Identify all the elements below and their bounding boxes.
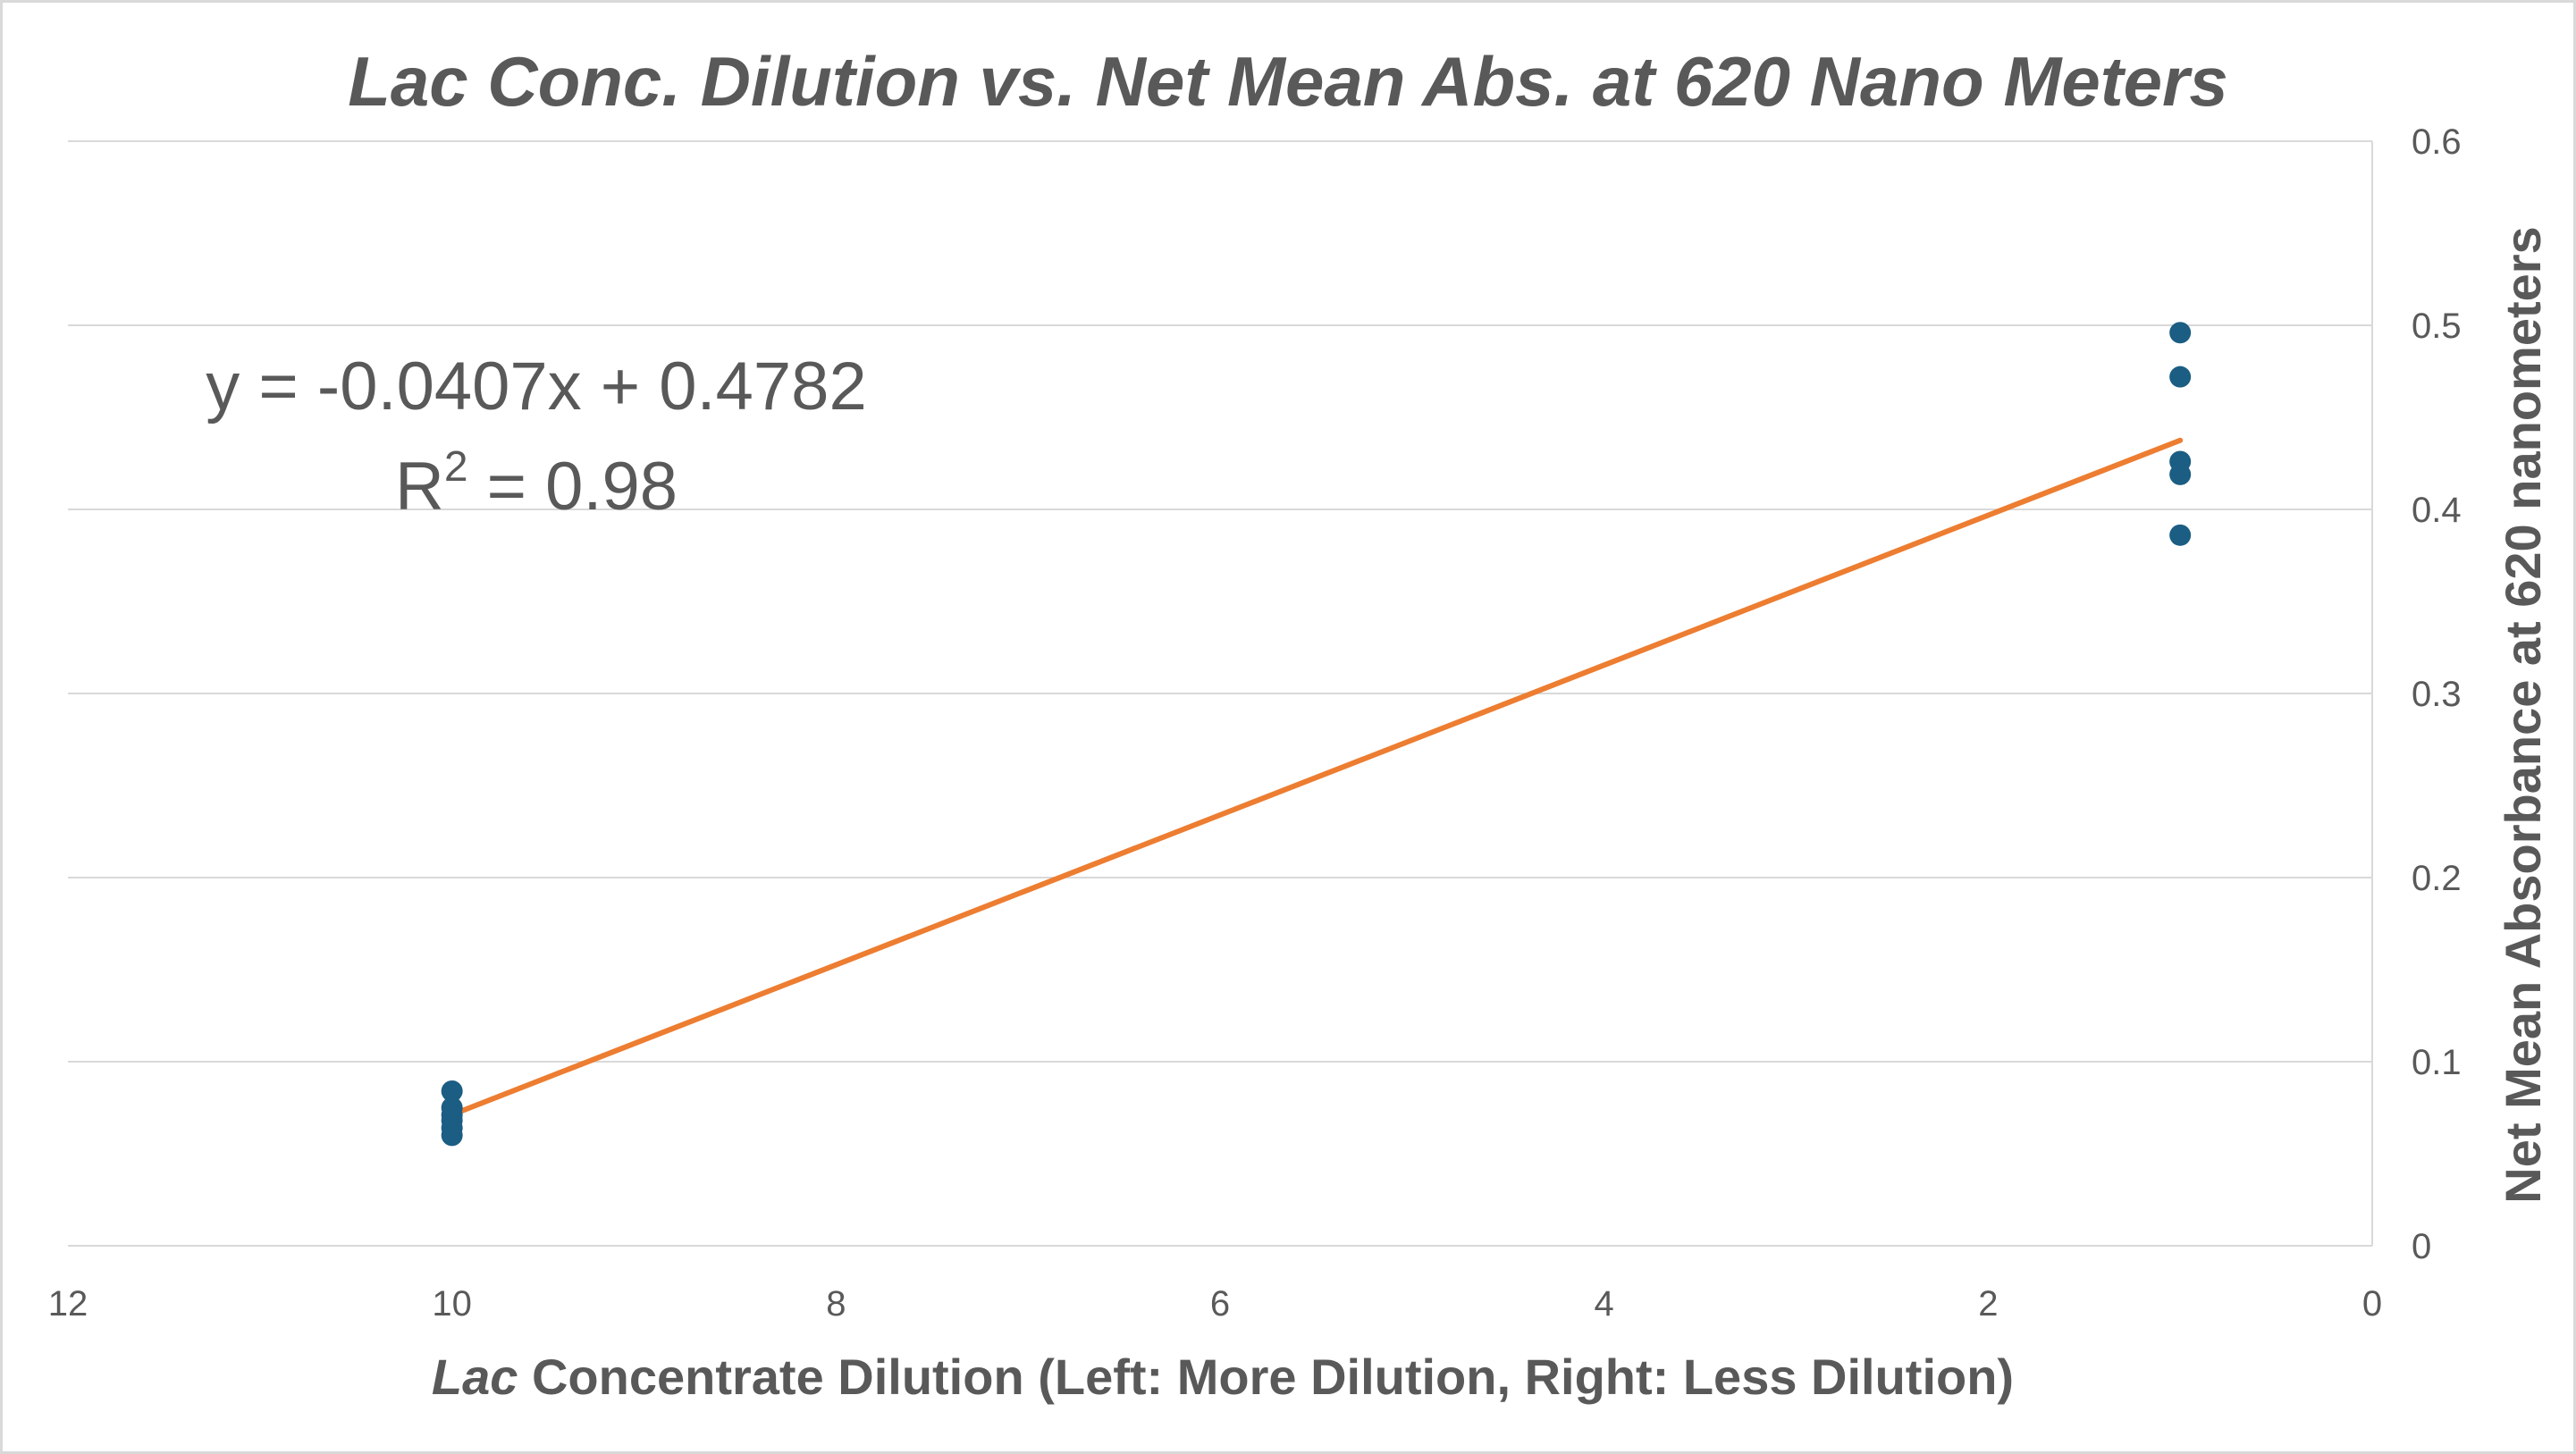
- y-tick-label: 0.3: [2412, 675, 2462, 714]
- data-point: [2169, 463, 2192, 485]
- data-point: [2169, 322, 2192, 344]
- x-tick-label: 2: [1978, 1284, 1998, 1324]
- x-axis-title-rest: Concentrate Dilution (Left: More Dilutio…: [518, 1349, 2014, 1405]
- r-squared-exponent: 2: [444, 443, 468, 491]
- trendline: [449, 437, 2184, 1118]
- y-tick-label: 0: [2412, 1227, 2431, 1266]
- y-tick-label: 0.2: [2412, 859, 2462, 898]
- data-point: [2169, 366, 2192, 388]
- data-point: [2169, 524, 2192, 546]
- y-axis-ticks: 0 0.1 0.2 0.3 0.4 0.5 0.6: [2412, 122, 2462, 1266]
- chart-title: Lac Conc. Dilution vs. Net Mean Abs. at …: [348, 42, 2228, 121]
- data-point: [441, 1080, 463, 1102]
- x-tick-label: 0: [2362, 1284, 2382, 1324]
- y-tick-label: 0.4: [2412, 491, 2462, 530]
- x-tick-label: 12: [48, 1284, 88, 1324]
- gridlines: [68, 140, 2373, 1247]
- x-tick-label: 8: [826, 1284, 846, 1324]
- r-squared-value: = 0.98: [468, 449, 678, 525]
- x-axis-ticks: 12 10 8 6 4 2 0: [48, 1284, 2382, 1324]
- trendline-equation: y = -0.0407x + 0.4782: [206, 349, 866, 424]
- data-points: [441, 322, 2192, 1147]
- r-squared-label: R2 = 0.98: [395, 443, 678, 525]
- y-tick-label: 0.6: [2412, 122, 2462, 162]
- x-tick-label: 6: [1210, 1284, 1230, 1324]
- x-axis-title-italic: Lac: [432, 1349, 518, 1405]
- y-tick-label: 0.5: [2412, 307, 2462, 346]
- y-tick-label: 0.1: [2412, 1043, 2462, 1082]
- x-tick-label: 10: [432, 1284, 472, 1324]
- x-axis-title: Lac Concentrate Dilution (Left: More Dil…: [432, 1349, 2014, 1405]
- data-point: [441, 1124, 463, 1147]
- y-axis-title: Net Mean Absorbance at 620 nanometers: [2495, 226, 2551, 1203]
- r-squared-prefix: R: [395, 449, 444, 525]
- x-tick-label: 4: [1595, 1284, 1614, 1324]
